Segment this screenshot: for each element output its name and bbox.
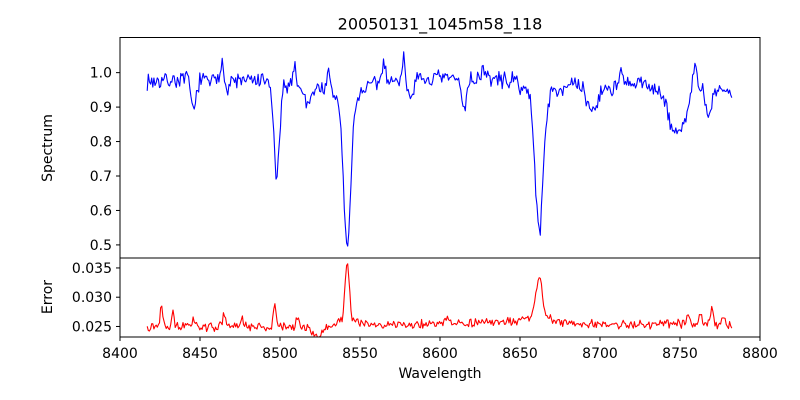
spectrum-line [146,51,733,247]
chart-title: 20050131_1045m58_118 [337,14,543,34]
x-tick-label: 8500 [262,346,298,362]
x-tick-label: 8550 [342,346,378,362]
error-y-tick-label: 0.025 [72,319,112,335]
x-tick-label: 8400 [102,346,138,362]
spectrum-y-tick-label: 1.0 [90,66,112,82]
x-tick-label: 8750 [662,346,698,362]
x-tick-label: 8450 [182,346,218,362]
error-y-tick-label: 0.035 [72,261,112,277]
x-tick-label: 8650 [502,346,538,362]
spectrum-y-tick-label: 0.9 [90,100,112,116]
wavelength-x-axis-label: Wavelength [398,366,482,382]
spectrum-panel-border [119,37,761,259]
x-tick-label: 8700 [582,346,618,362]
spectrum-y-tick-label: 0.6 [90,203,112,219]
x-tick-label: 8800 [742,346,778,362]
spectrum-y-tick-label: 0.8 [90,135,112,151]
spectrum-y-tick-label: 0.5 [90,238,112,254]
spectrum-y-tick-label: 0.7 [90,169,112,185]
x-tick-label: 8600 [422,346,458,362]
error-line [146,263,733,337]
error-y-tick-label: 0.030 [72,290,112,306]
